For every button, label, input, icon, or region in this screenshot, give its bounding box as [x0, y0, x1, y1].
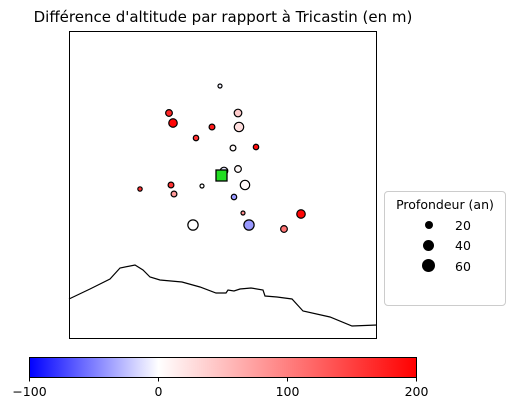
station-point [233, 108, 243, 118]
legend-item-20: 20 [385, 217, 505, 235]
legend-label: 60 [455, 259, 471, 274]
legend-item-60: 60 [385, 258, 505, 276]
plot-area [68, 31, 378, 339]
colorbar-tick-label: 100 [275, 384, 300, 399]
colorbar-tick-label: −100 [12, 384, 47, 399]
station-point [192, 134, 200, 142]
legend-item-40: 40 [385, 237, 505, 255]
station-point [187, 219, 199, 231]
station-point [296, 209, 306, 219]
colorbar-tick-label: 0 [154, 384, 163, 399]
station-point [167, 181, 175, 189]
legend-title: Profondeur (an) [396, 197, 494, 212]
plot-frame [69, 31, 377, 339]
station-point [230, 193, 238, 201]
station-point [229, 144, 237, 152]
legend-dot-small [425, 221, 433, 229]
legend-dot-medium [423, 240, 434, 251]
station-point [199, 183, 205, 189]
station-point [239, 179, 251, 191]
colorbar-ticks [29, 377, 417, 382]
points-layer [137, 83, 306, 233]
station-point [165, 109, 173, 117]
legend-label: 40 [455, 238, 471, 253]
station-point [280, 225, 288, 233]
plot-background [69, 31, 377, 339]
station-point [170, 190, 178, 198]
colorbar [29, 357, 417, 382]
reference-site-marker [215, 169, 228, 182]
legend-dot-large [422, 259, 435, 272]
size-legend: Profondeur (an) 20 40 60 [384, 191, 506, 306]
station-point [137, 186, 143, 192]
station-point [252, 143, 260, 151]
map-title: Différence d'altitude par rapport à Tric… [33, 8, 413, 26]
station-point [243, 219, 255, 231]
station-point [240, 210, 246, 216]
colorbar-gradient [29, 357, 417, 378]
station-point [234, 165, 242, 173]
legend-label: 20 [455, 218, 471, 233]
station-point [168, 118, 178, 128]
station-point [208, 123, 216, 131]
coastline [68, 264, 378, 327]
station-point [217, 83, 223, 89]
colorbar-tick-label: 200 [404, 384, 429, 399]
station-point [233, 121, 245, 133]
